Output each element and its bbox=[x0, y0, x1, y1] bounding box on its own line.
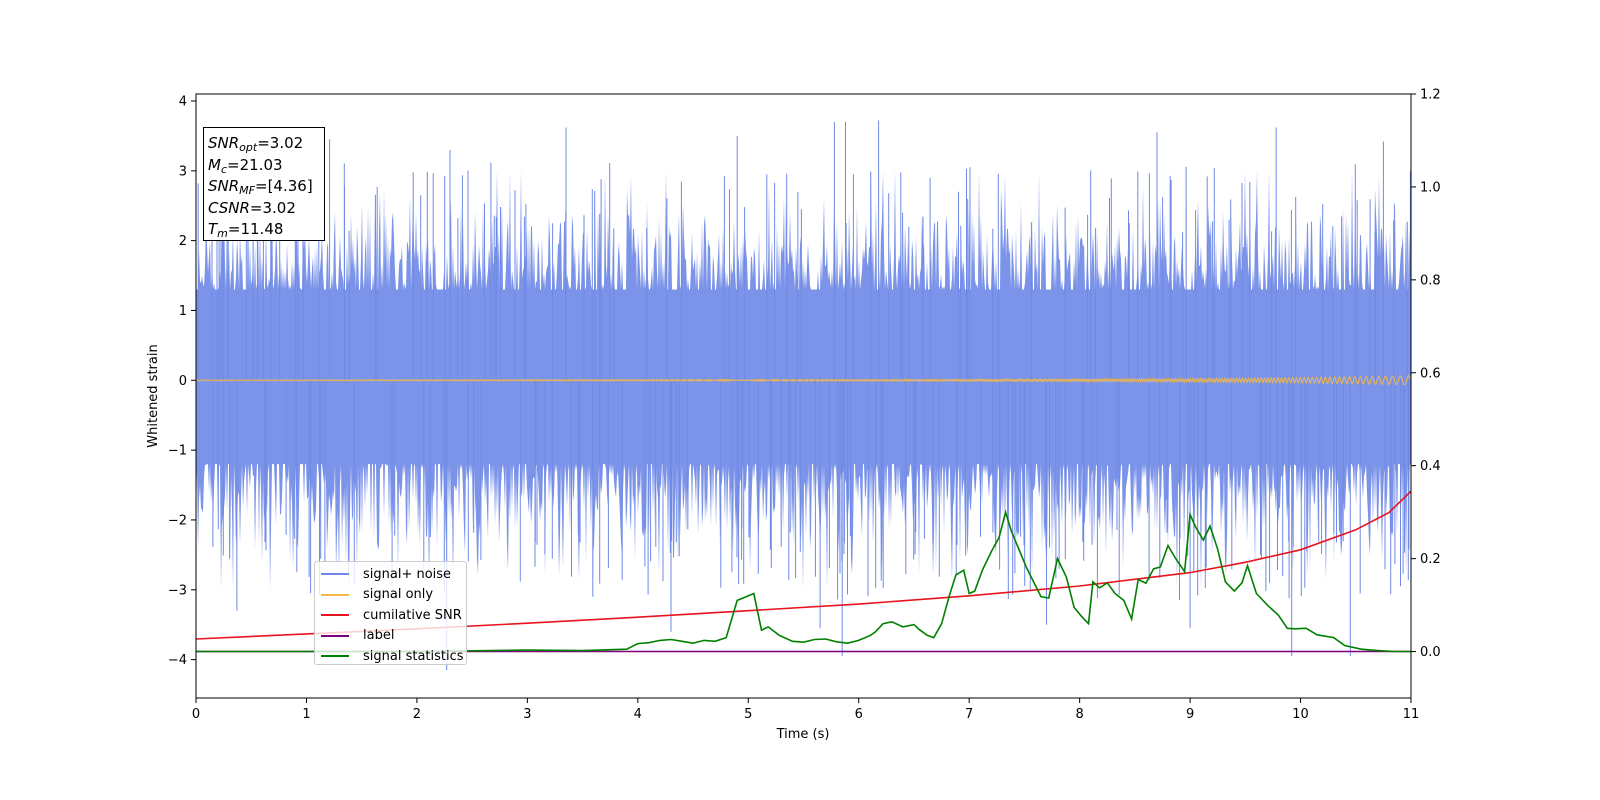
y-tick-label: −2 bbox=[168, 513, 187, 528]
y2-tick-label: 0.0 bbox=[1420, 645, 1441, 660]
x-tick-label: 4 bbox=[634, 707, 642, 722]
snr-mf-line: SNRMF=[4.36] bbox=[208, 177, 313, 197]
y-axis-label: Whitened strain bbox=[146, 344, 161, 447]
legend-label: signal statistics bbox=[363, 648, 464, 664]
legend-swatch bbox=[321, 593, 349, 596]
tm-line: Tm=11.48 bbox=[208, 220, 284, 240]
y-tick-label: 4 bbox=[179, 94, 187, 109]
x-tick-label: 1 bbox=[302, 707, 310, 722]
legend-item-signal-only: signal only bbox=[321, 585, 466, 606]
legend-item-signal-noise: signal+ noise bbox=[321, 564, 466, 585]
y2-tick-label: 0.2 bbox=[1420, 552, 1441, 567]
x-axis-label: Time (s) bbox=[776, 727, 830, 742]
legend-swatch bbox=[321, 573, 349, 576]
legend-swatch bbox=[321, 655, 349, 658]
legend-item-cumulative-snr: cumilative SNR bbox=[321, 605, 466, 626]
tm-value: 11.48 bbox=[240, 220, 284, 238]
legend-label: signal only bbox=[363, 587, 434, 603]
legend-item-label: label bbox=[321, 626, 466, 647]
x-tick-label: 9 bbox=[1186, 707, 1194, 722]
y-tick-label: −4 bbox=[168, 653, 187, 668]
x-tick-label: 11 bbox=[1403, 707, 1420, 722]
legend: signal+ noise signal only cumilative SNR… bbox=[314, 561, 467, 665]
x-tick-label: 5 bbox=[744, 707, 752, 722]
x-tick-label: 7 bbox=[965, 707, 973, 722]
y2-tick-label: 0.8 bbox=[1420, 273, 1441, 288]
legend-label: signal+ noise bbox=[363, 566, 452, 582]
csnr-line: CSNR=3.02 bbox=[208, 198, 296, 217]
x-tick-label: 10 bbox=[1292, 707, 1309, 722]
x-tick-label: 8 bbox=[1075, 707, 1083, 722]
y2-tick-label: 1.0 bbox=[1420, 180, 1441, 195]
legend-label: cumilative SNR bbox=[363, 607, 462, 623]
signal-statistics-line bbox=[196, 509, 1411, 653]
legend-swatch bbox=[321, 614, 349, 617]
signal-only-line bbox=[196, 375, 1411, 386]
y2-tick-label: 0.6 bbox=[1420, 366, 1441, 381]
y-tick-label: 1 bbox=[179, 304, 187, 319]
mc-value: 21.03 bbox=[239, 155, 283, 174]
x-tick-label: 3 bbox=[523, 707, 531, 722]
csnr-value: 3.02 bbox=[262, 198, 296, 217]
y-tick-label: 3 bbox=[179, 164, 187, 179]
y-tick-label: −1 bbox=[168, 444, 187, 459]
annotation-box: SNRopt=3.02 Mc=21.03 SNRMF=[4.36] CSNR=3… bbox=[203, 127, 325, 241]
mc-line: Mc=21.03 bbox=[208, 155, 283, 176]
snr-opt-value: 3.02 bbox=[269, 134, 304, 152]
y2-tick-label: 1.2 bbox=[1420, 88, 1441, 103]
signal-noise-line bbox=[197, 120, 1411, 671]
y-tick-label: 0 bbox=[179, 374, 187, 389]
y2-tick-label: 0.4 bbox=[1420, 459, 1441, 474]
legend-label: label bbox=[363, 628, 395, 644]
x-tick-label: 2 bbox=[413, 707, 421, 722]
plot-frame bbox=[195, 93, 1412, 699]
x-tick-label: 6 bbox=[855, 707, 863, 722]
legend-swatch bbox=[321, 634, 349, 637]
legend-item-signal-statistics: signal statistics bbox=[321, 646, 466, 667]
snr-opt-line: SNRopt=3.02 bbox=[208, 134, 304, 154]
x-tick-label: 0 bbox=[192, 707, 200, 722]
y-tick-label: −3 bbox=[168, 583, 187, 598]
y-tick-label: 2 bbox=[179, 234, 187, 249]
snr-mf-value: [4.36] bbox=[267, 177, 313, 195]
